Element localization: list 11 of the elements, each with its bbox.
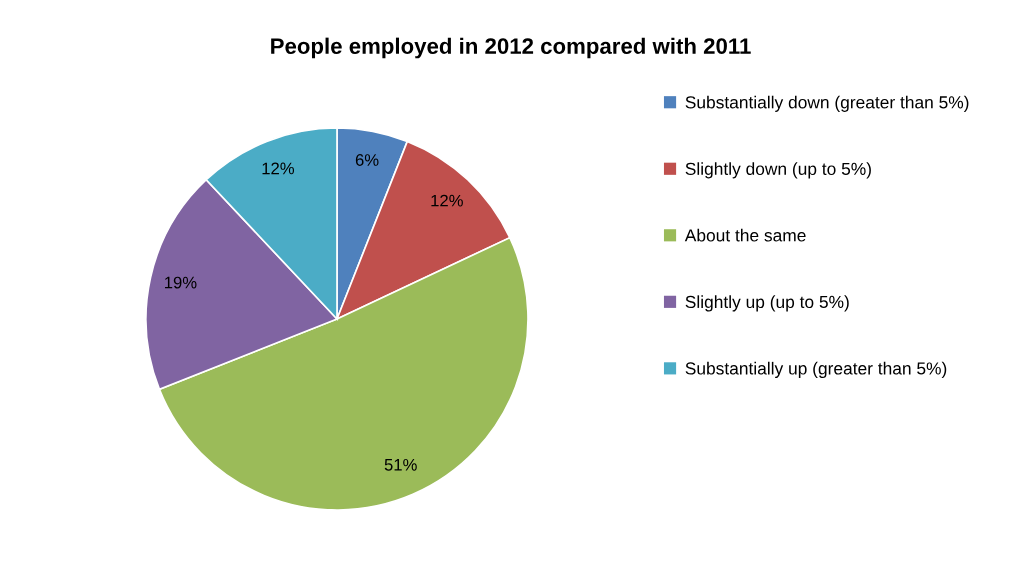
legend-label: Slightly up (up to 5%) bbox=[685, 295, 849, 312]
chart-title: People employed in 2012 compared with 2011 bbox=[271, 37, 751, 59]
data-label: 12% bbox=[431, 194, 463, 207]
data-label: 12% bbox=[262, 162, 295, 175]
data-label: 51% bbox=[384, 458, 417, 471]
legend-label: About the same bbox=[684, 228, 806, 242]
legend-label: Substantially up (greater than 5%) bbox=[685, 361, 947, 379]
data-label: 6% bbox=[355, 154, 379, 166]
data-label: 19% bbox=[165, 276, 197, 289]
legend-label: Slightly down (up to 5%) bbox=[685, 162, 871, 179]
legend-label: Substantially down (greater than 5%) bbox=[685, 95, 969, 112]
